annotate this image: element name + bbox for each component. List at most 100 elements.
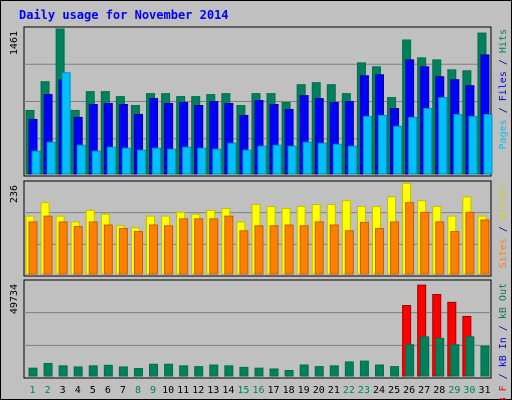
legend-part: / [498, 220, 509, 238]
bars-middle [25, 182, 490, 275]
bar-pages-day-8 [136, 149, 146, 175]
bar-kb-out-day-16 [254, 367, 264, 377]
x-tick-label: 18 [283, 385, 295, 396]
bar-sites-day-11 [179, 218, 189, 275]
bar-pages-day-10 [167, 148, 177, 175]
x-tick-label: 19 [298, 385, 310, 396]
bar-sites-day-27 [420, 211, 430, 275]
x-tick-label: 23 [358, 385, 370, 396]
bar-sites-day-26 [405, 202, 415, 275]
legend-part: Pages [498, 119, 509, 149]
bar-sites-day-12 [194, 218, 204, 275]
x-tick-label: 24 [373, 385, 385, 396]
legend-part: Hits [498, 29, 509, 53]
bar-sites-day-4 [73, 226, 83, 275]
bar-sites-day-22 [344, 230, 354, 275]
bar-sites-day-10 [164, 225, 174, 275]
bar-pages-day-11 [182, 146, 192, 175]
bar-sites-day-28 [435, 221, 445, 275]
y-max-label-top: 1461 [9, 31, 20, 55]
x-tick-label: 2 [45, 385, 51, 396]
bar-kb-out-day-10 [164, 363, 174, 377]
bar-pages-day-2 [46, 141, 56, 175]
x-tick-label: 20 [313, 385, 325, 396]
x-tick-label: 27 [418, 385, 430, 396]
legend-part: Sites [498, 238, 509, 268]
panel-bottom: 49734 kB F / kB In / kB Out [9, 279, 509, 400]
y-max-label-middle: 236 [9, 185, 20, 203]
bar-pages-day-30 [468, 115, 478, 175]
bar-kb-out-day-19 [299, 364, 309, 377]
x-tick-label: 9 [150, 385, 156, 396]
bar-sites-day-29 [450, 231, 460, 275]
bar-kb-out-day-23 [359, 360, 369, 377]
bar-kb-out-day-3 [58, 365, 68, 377]
bar-kb-out-day-20 [314, 366, 324, 377]
x-axis-labels: 1 2 3 4 5 6 7 8 9 10 11 12 13 14 15 16 17 18 19 20 21 22 23 24 2… [30, 385, 491, 396]
legend-part: kB In [498, 337, 509, 367]
bar-pages-day-13 [212, 148, 222, 175]
bar-pages-day-3 [61, 72, 71, 175]
bar-kb-out-day-8 [133, 367, 143, 377]
bars-bottom [28, 284, 490, 377]
bar-kb-out-day-11 [179, 365, 189, 377]
legend-part: Files [498, 71, 509, 101]
bar-pages-day-22 [347, 145, 357, 175]
bar-pages-day-29 [453, 113, 463, 175]
x-tick-label: 11 [177, 385, 189, 396]
bar-kb-out-day-7 [118, 366, 128, 377]
bar-sites-day-31 [480, 219, 490, 275]
bar-pages-day-17 [272, 144, 282, 175]
legend-part: / [498, 319, 509, 337]
bar-sites-day-30 [465, 211, 475, 275]
bar-sites-day-24 [374, 228, 384, 275]
x-tick-label: 14 [222, 385, 234, 396]
bar-sites-day-9 [149, 224, 159, 275]
x-tick-label: 29 [448, 385, 460, 396]
bar-pages-day-5 [91, 150, 101, 175]
bar-sites-day-15 [239, 230, 249, 275]
x-tick-label: 15 [237, 385, 249, 396]
bar-pages-day-1 [31, 150, 41, 175]
bar-pages-day-31 [483, 113, 493, 175]
bar-kb-out-day-24 [374, 364, 384, 377]
bar-sites-day-8 [133, 231, 143, 275]
x-tick-label: 25 [388, 385, 400, 396]
bar-sites-day-18 [284, 224, 294, 275]
bar-sites-day-2 [43, 215, 53, 275]
bar-pages-day-7 [121, 147, 131, 175]
bar-pages-day-4 [76, 144, 86, 175]
x-tick-label: 10 [162, 385, 174, 396]
bar-sites-day-5 [88, 221, 98, 275]
bar-kb-out-day-14 [224, 365, 234, 377]
bar-kb-out-day-29 [450, 344, 460, 377]
bar-kb-out-day-15 [239, 366, 249, 377]
x-tick-label: 6 [105, 385, 111, 396]
bar-kb-out-day-31 [480, 345, 490, 377]
bar-sites-day-25 [390, 221, 400, 275]
bar-sites-day-1 [28, 221, 38, 275]
bar-pages-day-12 [197, 147, 207, 175]
x-tick-label: 12 [192, 385, 204, 396]
bar-kb-out-day-17 [269, 368, 279, 377]
bar-sites-day-19 [299, 225, 309, 275]
legend-part: / [498, 101, 509, 119]
x-tick-label: 16 [252, 385, 264, 396]
legend-part: Visits [498, 184, 509, 220]
bar-sites-day-17 [269, 225, 279, 275]
y-max-label-bottom: 49734 [9, 284, 20, 314]
bar-sites-day-6 [103, 224, 113, 275]
bar-kb-out-day-21 [329, 365, 339, 377]
bar-kb-out-day-4 [73, 366, 83, 377]
x-tick-label: 26 [403, 385, 415, 396]
legend-part: kB F [498, 385, 509, 400]
x-tick-label: 30 [463, 385, 475, 396]
legend-label-middle: Sites / Visits [498, 184, 509, 268]
bar-pages-day-14 [227, 142, 237, 175]
bar-kb-out-day-27 [420, 336, 430, 377]
bar-kb-out-day-1 [28, 367, 38, 377]
x-tick-label: 22 [343, 385, 355, 396]
legend-part: kB Out [498, 283, 509, 319]
